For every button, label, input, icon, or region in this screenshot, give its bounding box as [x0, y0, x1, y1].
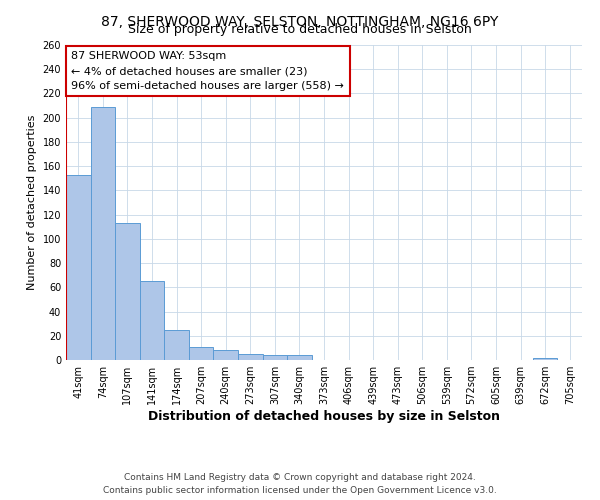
Text: 87, SHERWOOD WAY, SELSTON, NOTTINGHAM, NG16 6PY: 87, SHERWOOD WAY, SELSTON, NOTTINGHAM, N…: [101, 15, 499, 29]
Bar: [164, 330, 189, 360]
Y-axis label: Number of detached properties: Number of detached properties: [27, 115, 37, 290]
Bar: [189, 346, 214, 360]
Text: 87 SHERWOOD WAY: 53sqm
← 4% of detached houses are smaller (23)
96% of semi-deta: 87 SHERWOOD WAY: 53sqm ← 4% of detached …: [71, 52, 344, 91]
Bar: [66, 174, 91, 360]
Bar: [263, 355, 287, 360]
Bar: [287, 355, 312, 360]
Bar: [91, 107, 115, 360]
X-axis label: Distribution of detached houses by size in Selston: Distribution of detached houses by size …: [148, 410, 500, 423]
Bar: [238, 354, 263, 360]
Bar: [214, 350, 238, 360]
Bar: [115, 223, 140, 360]
Text: Contains HM Land Registry data © Crown copyright and database right 2024.
Contai: Contains HM Land Registry data © Crown c…: [103, 474, 497, 495]
Bar: [140, 281, 164, 360]
Text: Size of property relative to detached houses in Selston: Size of property relative to detached ho…: [128, 22, 472, 36]
Bar: [533, 358, 557, 360]
